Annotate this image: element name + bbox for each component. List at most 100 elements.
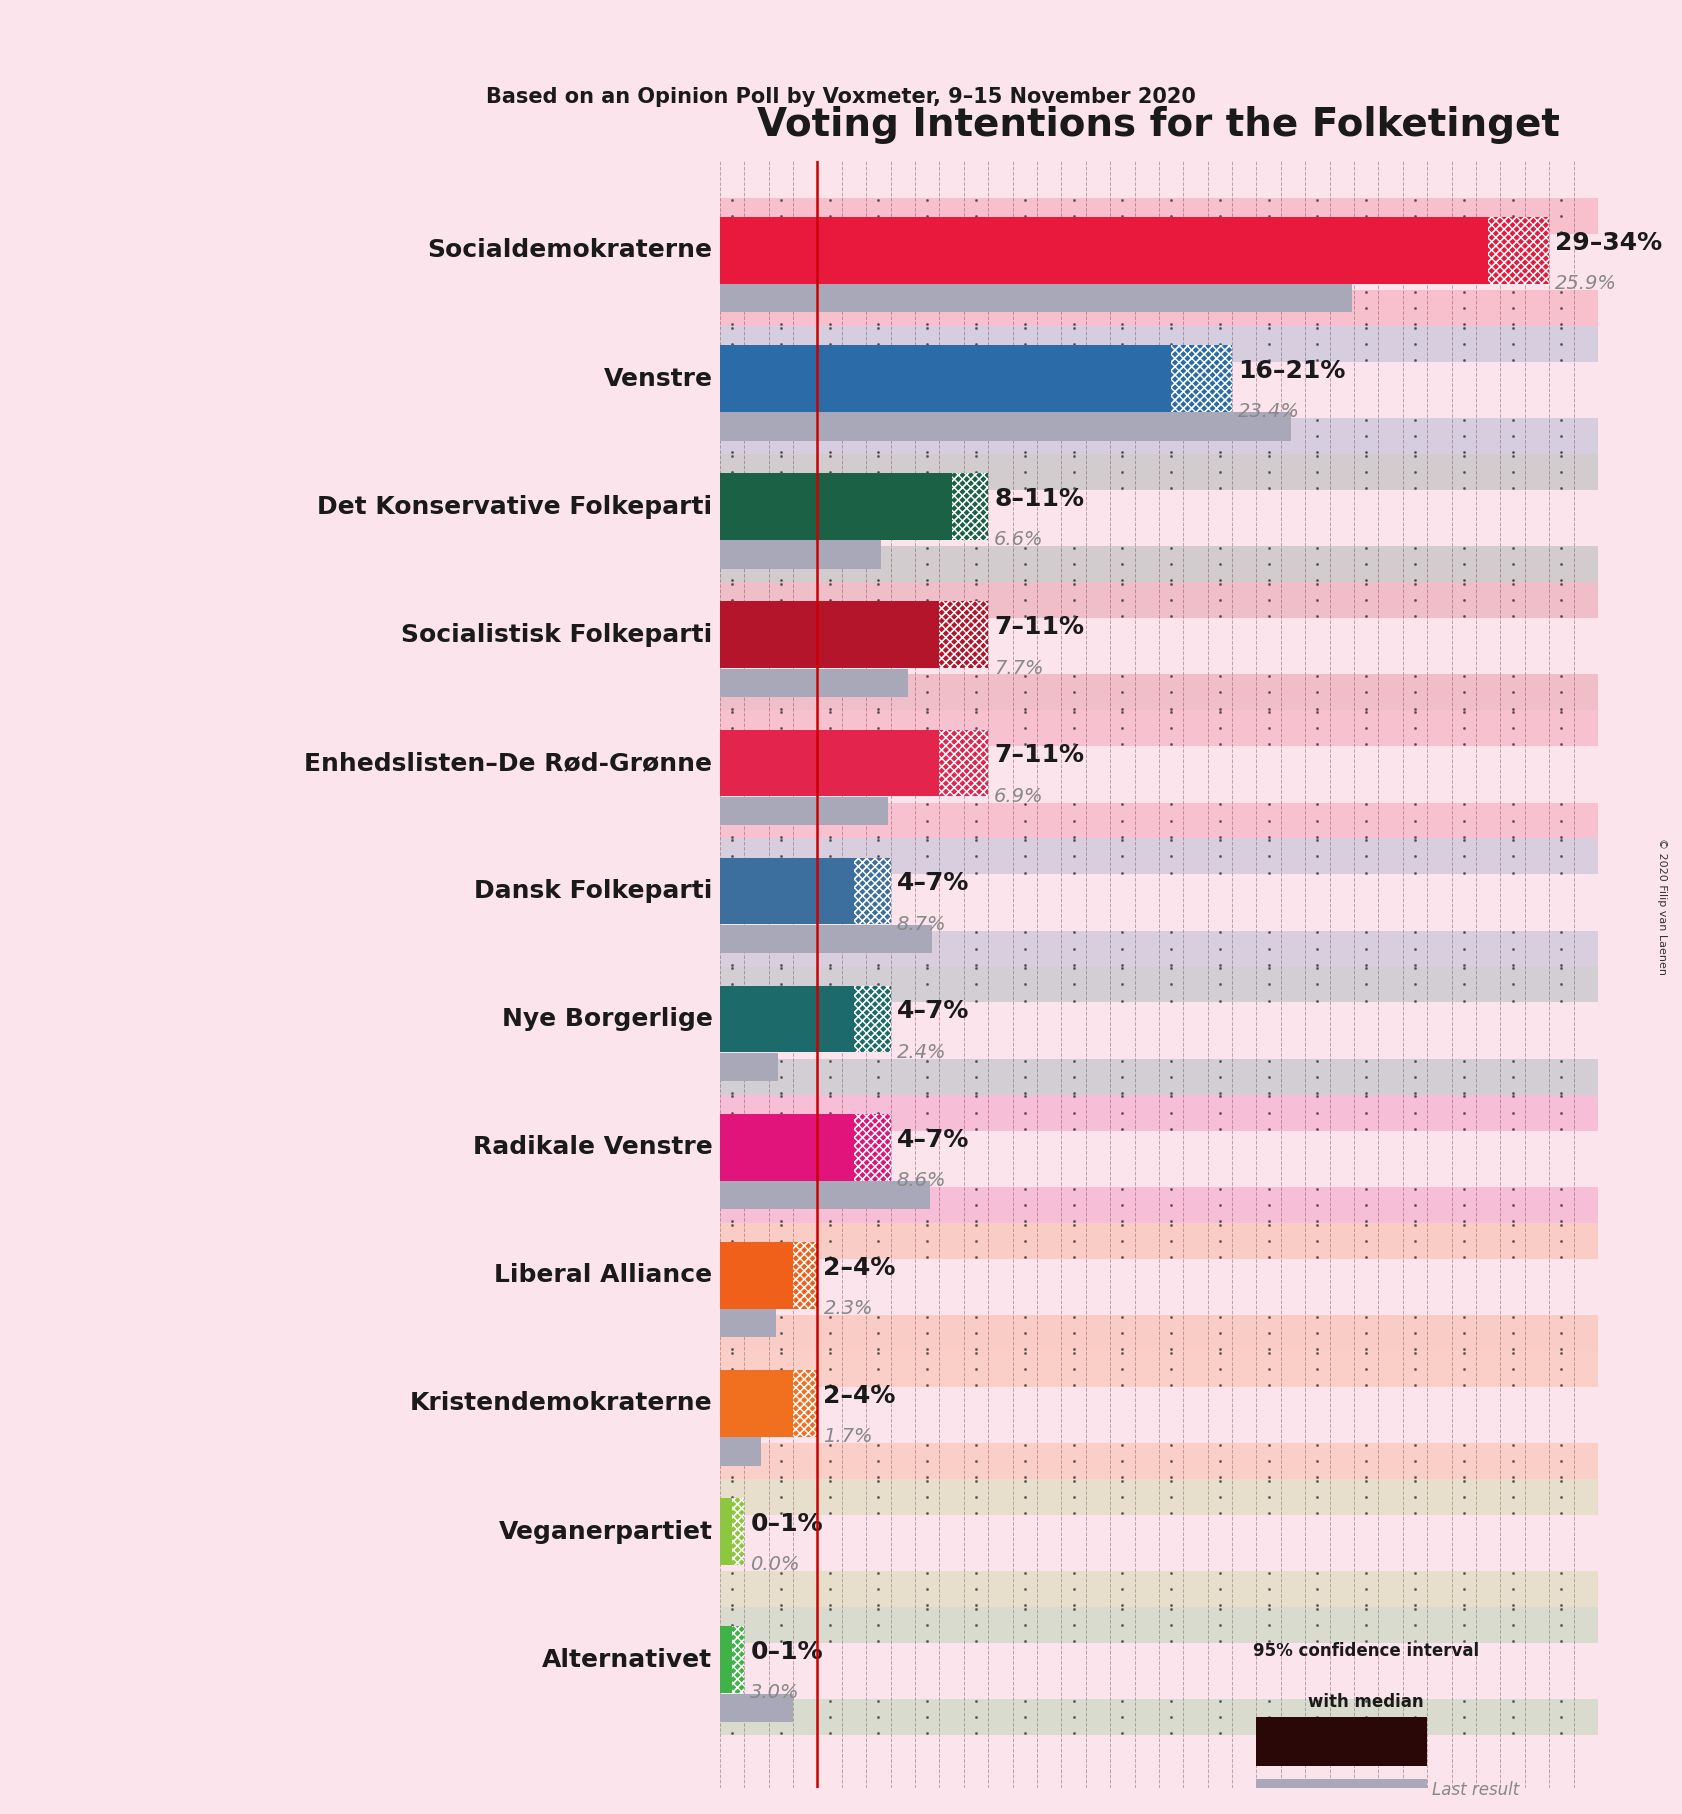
Bar — [720, 198, 1598, 234]
Bar — [720, 1694, 792, 1721]
Bar — [952, 473, 987, 541]
Bar — [854, 1114, 890, 1181]
Text: 29–34%: 29–34% — [1556, 230, 1662, 254]
Bar — [939, 602, 987, 668]
Bar — [720, 345, 1171, 412]
Bar — [720, 412, 1290, 441]
Bar — [720, 327, 1598, 361]
Bar — [720, 602, 939, 668]
Bar — [720, 1243, 792, 1308]
Text: Dansk Folkeparti: Dansk Folkeparti — [474, 880, 713, 903]
Bar — [1342, 1718, 1428, 1767]
Bar — [720, 473, 952, 541]
Bar — [720, 1571, 1598, 1607]
Bar — [720, 1059, 1598, 1094]
Bar — [720, 1094, 1598, 1130]
Text: 7–11%: 7–11% — [994, 744, 1085, 767]
Text: 4–7%: 4–7% — [897, 871, 969, 896]
Bar — [854, 985, 890, 1052]
Text: Kristendemokraterne: Kristendemokraterne — [410, 1391, 713, 1415]
Bar — [792, 1243, 817, 1308]
Bar — [720, 931, 1598, 967]
Text: Alternativet: Alternativet — [542, 1647, 713, 1673]
Text: with median: with median — [1309, 1692, 1425, 1711]
Bar — [720, 925, 932, 952]
Bar — [720, 729, 939, 796]
Bar — [720, 1052, 779, 1081]
Text: Nye Borgerlige: Nye Borgerlige — [501, 1007, 713, 1030]
Bar — [720, 1351, 1598, 1386]
Bar — [1256, 1718, 1342, 1767]
Text: 4–7%: 4–7% — [897, 1000, 969, 1023]
Bar — [792, 1370, 817, 1437]
Bar — [720, 1370, 792, 1437]
Text: 7–11%: 7–11% — [994, 615, 1085, 639]
Text: 2.3%: 2.3% — [824, 1299, 873, 1319]
Text: 8.6%: 8.6% — [897, 1172, 947, 1190]
Text: 7.7%: 7.7% — [994, 658, 1045, 678]
Bar — [720, 838, 1598, 874]
Bar — [720, 218, 1489, 283]
Text: 95% confidence interval: 95% confidence interval — [1253, 1642, 1480, 1660]
Text: Venstre: Venstre — [604, 366, 713, 390]
Bar — [720, 454, 1598, 490]
Bar — [720, 1437, 762, 1466]
Bar — [1489, 218, 1549, 283]
Bar — [732, 1627, 743, 1692]
Bar — [854, 858, 890, 925]
Bar — [720, 967, 1598, 1003]
Bar — [720, 1498, 732, 1565]
Text: 16–21%: 16–21% — [1238, 359, 1346, 383]
Bar — [720, 1181, 930, 1210]
Bar — [792, 1370, 817, 1437]
Bar — [939, 729, 987, 796]
Text: 0.0%: 0.0% — [750, 1555, 801, 1575]
Bar — [732, 1627, 743, 1692]
Text: © 2020 Filip van Laenen: © 2020 Filip van Laenen — [1657, 838, 1667, 976]
Bar — [952, 473, 987, 541]
Text: 8.7%: 8.7% — [897, 914, 947, 934]
Bar — [720, 541, 881, 568]
Text: 6.6%: 6.6% — [994, 530, 1045, 550]
Text: 8–11%: 8–11% — [994, 486, 1085, 512]
Text: 1.7%: 1.7% — [824, 1428, 873, 1446]
Bar — [720, 1114, 854, 1181]
Bar — [792, 1243, 817, 1308]
Bar — [854, 1114, 890, 1181]
Text: 25.9%: 25.9% — [1556, 274, 1616, 294]
Bar — [720, 285, 1352, 312]
Text: Radikale Venstre: Radikale Venstre — [473, 1136, 713, 1159]
Bar — [720, 802, 1598, 838]
Text: 4–7%: 4–7% — [897, 1128, 969, 1152]
Title: Voting Intentions for the Folketinget: Voting Intentions for the Folketinget — [757, 105, 1561, 143]
Bar — [720, 1310, 775, 1337]
Bar — [732, 1498, 743, 1565]
Bar — [720, 1223, 1598, 1259]
Bar — [1171, 345, 1233, 412]
Bar — [720, 1315, 1598, 1351]
Bar — [720, 546, 1598, 582]
Text: Det Konservative Folkeparti: Det Konservative Folkeparti — [318, 495, 713, 519]
Bar — [720, 711, 1598, 746]
Bar — [939, 729, 987, 796]
Text: Enhedslisten–De Rød-Grønne: Enhedslisten–De Rød-Grønne — [304, 751, 713, 775]
Text: 23.4%: 23.4% — [1238, 403, 1300, 421]
Text: Last result: Last result — [1431, 1781, 1519, 1799]
Text: 2.4%: 2.4% — [897, 1043, 947, 1061]
Text: Based on an Opinion Poll by Voxmeter, 9–15 November 2020: Based on an Opinion Poll by Voxmeter, 9–… — [486, 87, 1196, 107]
Text: 3.0%: 3.0% — [750, 1683, 801, 1703]
Text: 0–1%: 0–1% — [750, 1511, 822, 1536]
Bar — [720, 1700, 1598, 1736]
Bar — [720, 1444, 1598, 1478]
Text: 2–4%: 2–4% — [824, 1384, 897, 1408]
Bar — [720, 858, 854, 925]
Bar — [854, 985, 890, 1052]
Bar — [1256, 1780, 1428, 1801]
Bar — [720, 1627, 732, 1692]
Bar — [1489, 218, 1549, 283]
Text: 0–1%: 0–1% — [750, 1640, 822, 1663]
Bar — [720, 985, 854, 1052]
Text: Liberal Alliance: Liberal Alliance — [495, 1263, 713, 1288]
Text: Veganerpartiet: Veganerpartiet — [498, 1520, 713, 1544]
Bar — [939, 602, 987, 668]
